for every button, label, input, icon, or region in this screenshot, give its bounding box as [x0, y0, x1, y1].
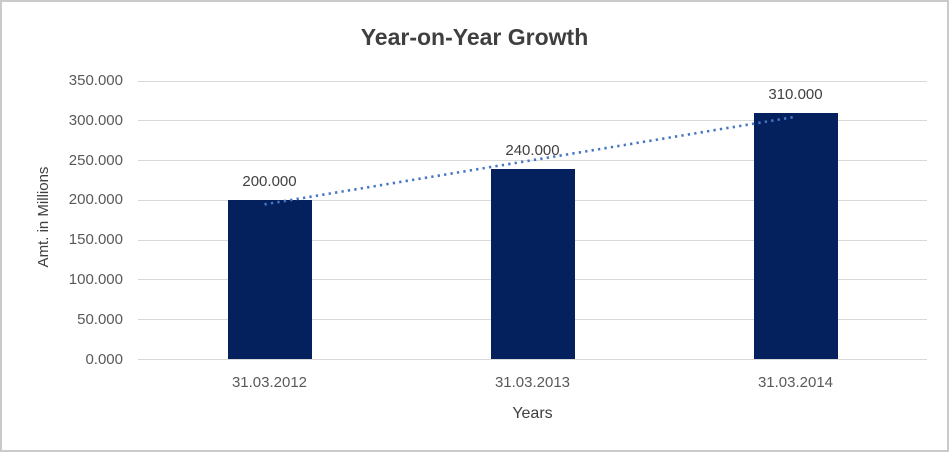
bar-value-label: 240.000 [505, 141, 560, 159]
gridline [138, 80, 927, 82]
y-tick-label: 350.000 [68, 72, 123, 89]
bar-value-label: 310.000 [768, 85, 823, 103]
y-tick-label: 150.000 [68, 231, 123, 249]
bar [490, 168, 575, 360]
x-category-label: 31.03.2013 [494, 374, 571, 391]
gridline [138, 359, 927, 360]
y-tick-label: 0.000 [85, 350, 123, 368]
x-category-label: 31.03.2012 [231, 374, 308, 391]
bar-value-label: 200.000 [242, 173, 297, 191]
x-axis-title: Years [512, 405, 553, 422]
y-tick-label: 200.000 [68, 191, 123, 209]
chart-title: Year-on-Year Growth [360, 24, 589, 50]
bar [227, 200, 312, 360]
y-tick-label: 250.000 [68, 151, 123, 169]
x-category-label: 31.03.2014 [757, 374, 834, 391]
bar [753, 112, 838, 360]
y-tick-label: 300.000 [68, 111, 123, 129]
y-tick-label: 50.000 [77, 310, 123, 328]
y-tick-label: 100.000 [68, 270, 123, 288]
